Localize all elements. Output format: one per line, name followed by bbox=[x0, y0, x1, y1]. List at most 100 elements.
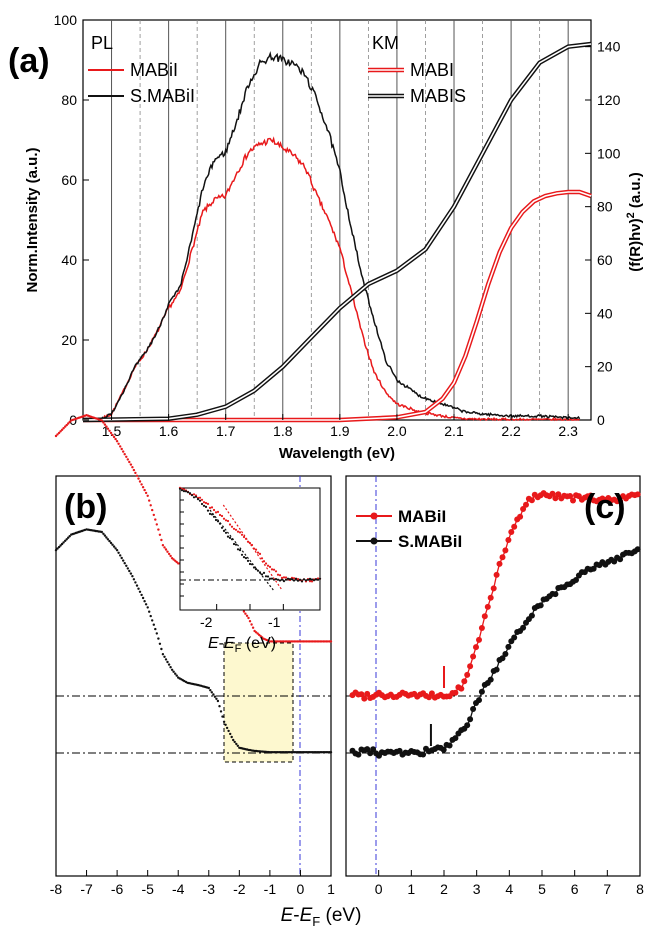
ups-point bbox=[163, 546, 166, 549]
ups-point bbox=[221, 715, 224, 718]
ups-point bbox=[166, 660, 169, 664]
inset-point bbox=[314, 578, 318, 581]
inset-point bbox=[270, 568, 274, 571]
ipes-point bbox=[467, 663, 474, 670]
pl-curve bbox=[82, 51, 581, 421]
inset-point bbox=[292, 579, 296, 582]
legend-pl-mabii-label: MABiI bbox=[130, 60, 178, 80]
ups-point bbox=[169, 666, 172, 669]
ups-point bbox=[67, 422, 70, 425]
inset-point bbox=[196, 498, 200, 501]
y-right-tick-label: 60 bbox=[597, 252, 613, 268]
ups-point bbox=[106, 427, 110, 430]
x-tick-label: 6 bbox=[571, 881, 579, 897]
x-tick-label: -2 bbox=[233, 881, 246, 897]
y-left-tick-label: 100 bbox=[54, 12, 78, 28]
ups-point bbox=[67, 536, 70, 539]
ups-point bbox=[154, 627, 157, 631]
ipes-point bbox=[461, 678, 468, 685]
x-tick-label: -4 bbox=[172, 881, 185, 897]
ipes-point bbox=[478, 688, 485, 695]
inset-point bbox=[192, 496, 196, 499]
legend-c-smabii-label: S.MABiI bbox=[398, 532, 462, 551]
ups-point bbox=[157, 637, 160, 640]
x-tick-label: 3 bbox=[473, 881, 481, 897]
ups-point bbox=[100, 419, 104, 422]
ipes-point bbox=[420, 751, 427, 758]
inset-xlabel: E-EF (eV) bbox=[208, 635, 276, 655]
ups-point bbox=[59, 544, 62, 547]
inset-point bbox=[232, 542, 236, 546]
ups-point bbox=[225, 726, 229, 730]
ups-point bbox=[155, 632, 158, 635]
inset-point bbox=[240, 533, 244, 536]
ipes-point bbox=[452, 735, 459, 742]
ups-point bbox=[174, 672, 177, 675]
inset-point bbox=[308, 580, 312, 583]
legend-c-smabii-marker bbox=[370, 537, 378, 545]
ups-point bbox=[141, 486, 145, 489]
ups-point bbox=[63, 539, 67, 542]
ups-point bbox=[137, 477, 140, 480]
inset-xtick-b: -1 bbox=[268, 614, 281, 630]
y-right-tick-label: 100 bbox=[597, 145, 621, 161]
ups-point bbox=[57, 545, 61, 549]
ups-point bbox=[141, 596, 145, 600]
legend-km-mabi-label: MABI bbox=[410, 60, 454, 80]
ups-point bbox=[111, 433, 114, 437]
y-right-tick-label: 40 bbox=[597, 305, 613, 321]
inset-point bbox=[318, 577, 322, 580]
x-tick-label: -6 bbox=[111, 881, 124, 897]
ups-point bbox=[68, 535, 71, 538]
x-tick-label: 1 bbox=[407, 881, 415, 897]
inset-point bbox=[236, 530, 240, 533]
ipes-point bbox=[364, 746, 371, 753]
ipes-point bbox=[511, 523, 518, 530]
ups-point bbox=[135, 584, 139, 587]
inset-curves bbox=[178, 486, 322, 591]
ups-point bbox=[111, 543, 114, 546]
ups-point bbox=[56, 433, 59, 436]
x-tick-label: -8 bbox=[50, 881, 63, 897]
inset-point bbox=[212, 515, 216, 518]
ups-point bbox=[106, 538, 110, 541]
ups-point bbox=[149, 614, 152, 618]
x-tick-label: -3 bbox=[203, 881, 216, 897]
x-tick-label: -5 bbox=[141, 881, 154, 897]
ups-point bbox=[117, 551, 120, 554]
ipes-point bbox=[464, 671, 471, 678]
ipes-point bbox=[567, 493, 574, 499]
ups-point bbox=[119, 445, 122, 448]
ups-point bbox=[100, 530, 104, 534]
inset-point bbox=[262, 560, 266, 563]
ipes-point bbox=[458, 685, 465, 692]
inset-point bbox=[274, 570, 278, 573]
ups-point bbox=[60, 542, 64, 546]
ups-point bbox=[56, 547, 59, 550]
inset-point bbox=[190, 494, 194, 497]
ipes-point bbox=[511, 634, 518, 641]
inset-point bbox=[226, 519, 230, 523]
y-left-tick-label: 60 bbox=[61, 172, 77, 188]
y-right-tick-label: 80 bbox=[597, 199, 613, 215]
ups-point bbox=[60, 428, 64, 431]
ups-point bbox=[152, 623, 155, 626]
ups-point bbox=[233, 740, 236, 744]
inset-point bbox=[254, 568, 258, 571]
inset-point bbox=[214, 518, 218, 522]
panel-c-label: (c) bbox=[584, 488, 626, 526]
ups-point bbox=[120, 447, 123, 451]
inset-point bbox=[214, 511, 218, 514]
ups-point bbox=[146, 494, 149, 497]
ups-point bbox=[134, 581, 137, 584]
ups-point bbox=[227, 729, 230, 733]
ipes-point bbox=[493, 666, 500, 673]
inset-point bbox=[262, 571, 266, 575]
inset-point bbox=[184, 490, 188, 493]
ipes-point bbox=[570, 497, 576, 504]
ipes-point bbox=[617, 556, 624, 563]
ipes-point bbox=[520, 624, 527, 631]
x-tick-label: 1.7 bbox=[216, 423, 236, 439]
inset-point bbox=[226, 535, 230, 538]
